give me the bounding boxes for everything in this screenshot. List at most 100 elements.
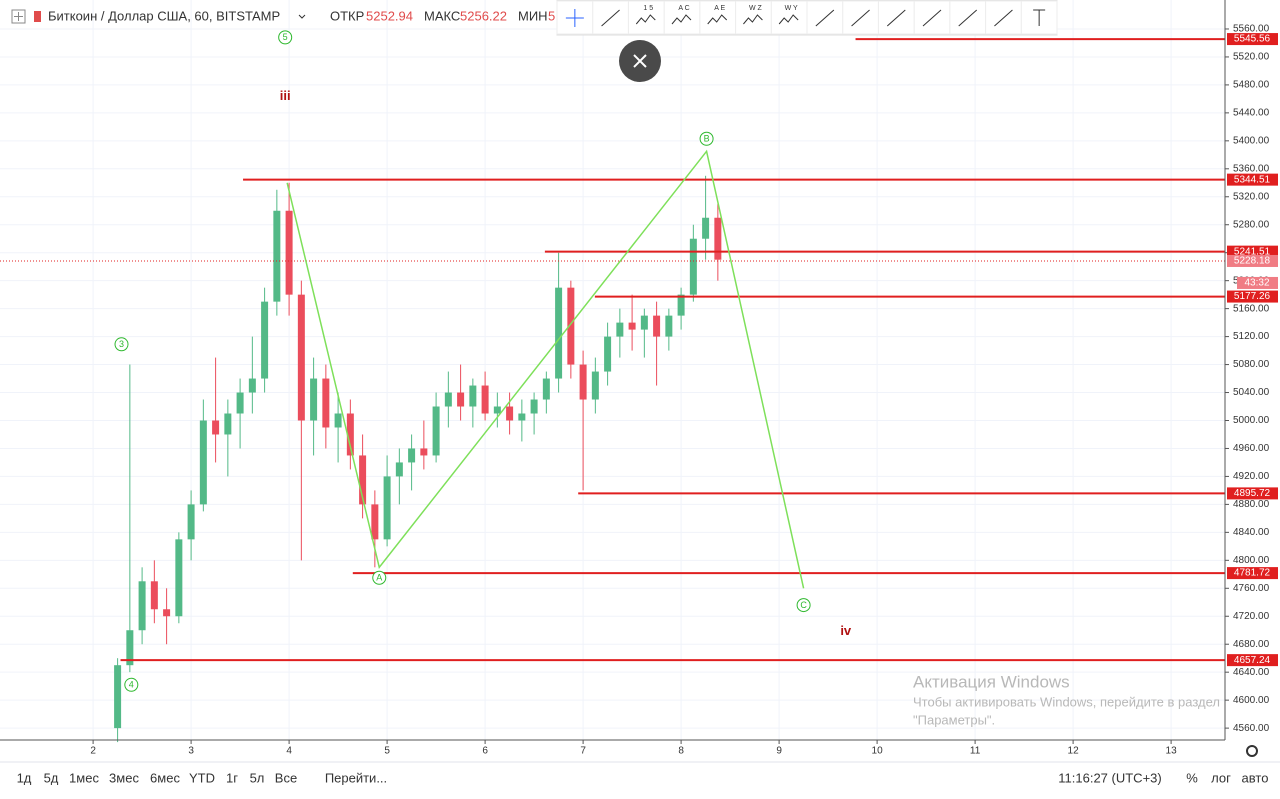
countdown-bg (1237, 276, 1278, 289)
range-button[interactable]: 1д (17, 770, 32, 785)
wave-label[interactable]: 3 (119, 339, 124, 349)
y-tick-label: 5320.00 (1233, 191, 1270, 202)
wave-label-circle (124, 677, 139, 692)
range-button[interactable]: 1г (226, 770, 238, 785)
candle-body (579, 364, 587, 400)
x-tick-label: 13 (1166, 746, 1178, 757)
x-tick-label: 12 (1068, 746, 1080, 757)
y-tick-label: 4920.00 (1233, 471, 1270, 482)
dropdown-arrow[interactable] (298, 14, 306, 19)
low-label: МИН (518, 8, 548, 23)
candle-body (714, 217, 722, 260)
level-label: 5241.51 (1234, 246, 1271, 257)
candle-body (224, 413, 232, 435)
tool-icon-label: A C (678, 5, 689, 12)
wave-line[interactable] (286, 149, 805, 589)
tool-icon-label: 1 5 (643, 5, 653, 12)
candle-body (212, 420, 220, 435)
y-tick-label: 4960.00 (1233, 443, 1270, 454)
percent-toggle[interactable]: % (1186, 770, 1198, 785)
tool-icon (851, 9, 870, 27)
level-label: 5344.51 (1234, 174, 1271, 185)
goto-button[interactable]: Перейти... (325, 770, 387, 785)
candle-body (555, 287, 563, 379)
range-button[interactable]: 5д (44, 770, 59, 785)
auto-toggle[interactable]: авто (1242, 770, 1269, 785)
tool-icon (743, 14, 763, 25)
tool-icon (601, 9, 620, 27)
wave-label[interactable]: A (376, 573, 382, 583)
layout-icon[interactable] (11, 9, 26, 24)
x-tick-label: 6 (482, 746, 488, 757)
bottom-bar (0, 762, 1280, 799)
tool-icon (1033, 9, 1046, 26)
range-button[interactable]: 1мес (69, 770, 99, 785)
candle-body (493, 406, 501, 414)
tool-icon (815, 9, 835, 27)
price-label: 5228.18 (1234, 256, 1271, 267)
range-button[interactable]: Все (275, 770, 297, 785)
y-tick-label: 5000.00 (1233, 415, 1270, 426)
candle-body (236, 392, 244, 414)
candle-body (432, 406, 440, 456)
wave-label[interactable]: B (704, 134, 710, 144)
settings-icon[interactable] (1246, 745, 1258, 757)
candle-body (261, 301, 269, 379)
candle-body (248, 378, 256, 393)
tool-icon-label: W Y (785, 5, 798, 12)
wave-label-circle (278, 30, 293, 45)
range-button[interactable]: 3мес (109, 770, 139, 785)
y-tick-label: 4680.00 (1233, 639, 1270, 650)
candle-body (665, 315, 673, 337)
y-tick-label: 5080.00 (1233, 359, 1270, 370)
tool-icon (565, 9, 584, 27)
symbol[interactable]: Биткоин / Доллар США, 60, BITSTAMP (48, 8, 280, 23)
candle-body (408, 448, 416, 463)
price-label-bg (1227, 254, 1278, 267)
tool-icon (707, 14, 728, 25)
candle-body (346, 413, 354, 456)
level-label-bg (1227, 487, 1278, 500)
tool-button[interactable] (1020, 0, 1058, 35)
tool-icon (886, 9, 906, 27)
candle-body (395, 462, 403, 477)
candle-body (126, 630, 134, 666)
range-button[interactable]: 5л (250, 770, 265, 785)
wave-label[interactable]: iii (280, 88, 291, 103)
y-tick-label: 5480.00 (1233, 80, 1270, 91)
y-tick-label: 4840.00 (1233, 527, 1270, 538)
wave-label[interactable]: C (800, 600, 807, 610)
wave-label-circle (114, 337, 129, 352)
level-label-bg (1227, 567, 1278, 580)
tool-icon (778, 14, 799, 25)
symbol-icon (34, 11, 41, 22)
high-label: МАКС (424, 8, 460, 23)
candle-body (273, 210, 281, 302)
log-toggle[interactable]: лог (1211, 770, 1231, 785)
range-button[interactable]: YTD (189, 770, 215, 785)
clock: 11:16:27 (UTC+3) (1058, 770, 1161, 785)
candle-body (530, 399, 538, 414)
level-label: 4895.72 (1234, 488, 1271, 499)
close-icon (633, 54, 647, 68)
candle-body (444, 392, 452, 407)
x-tick-label: 4 (286, 746, 292, 757)
candle-body (677, 294, 685, 316)
wave-label[interactable]: 4 (129, 680, 134, 690)
wave-label[interactable]: iv (840, 623, 852, 638)
wave-label[interactable]: 5 (283, 32, 288, 42)
candle-body (542, 378, 550, 400)
candle-body (702, 217, 710, 239)
candle-body (199, 420, 207, 505)
y-tick-label: 5400.00 (1233, 135, 1270, 146)
y-tick-label: 5160.00 (1233, 303, 1270, 314)
x-tick-label: 3 (188, 746, 194, 757)
range-button[interactable]: 6мес (150, 770, 180, 785)
open-label: ОТКР (330, 8, 364, 23)
tool-icon (958, 9, 978, 27)
tool-icon (994, 9, 1013, 27)
candle-body (187, 504, 195, 540)
